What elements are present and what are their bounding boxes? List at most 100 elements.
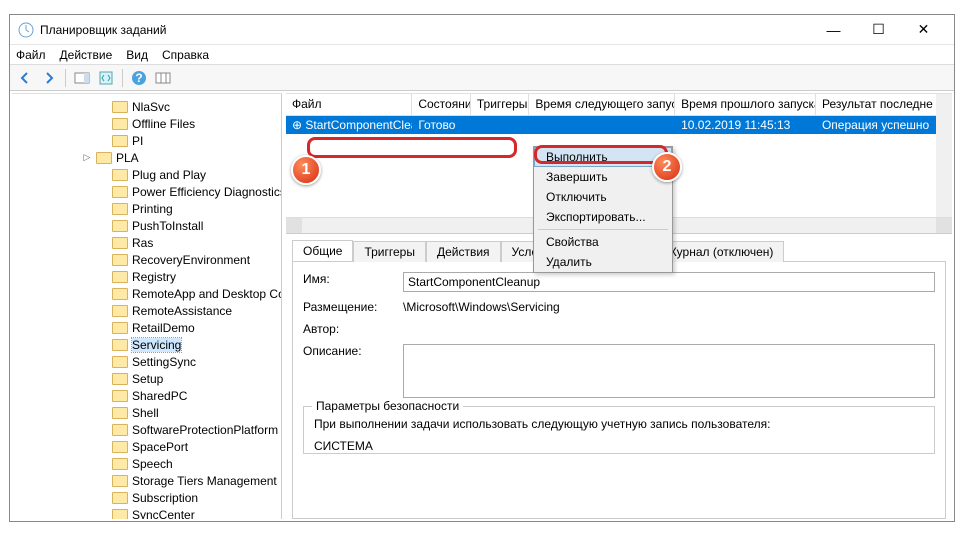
tree-item[interactable]: Printing <box>12 200 281 217</box>
column-header[interactable]: Файл <box>286 94 412 115</box>
tree-item[interactable]: Shell <box>12 404 281 421</box>
column-header[interactable]: Время прошлого запуска <box>675 94 816 115</box>
tree-item[interactable]: Speech <box>12 455 281 472</box>
folder-icon <box>112 305 128 317</box>
folder-icon <box>112 475 128 487</box>
column-header[interactable]: Триггеры <box>471 94 530 115</box>
app-icon <box>18 22 34 38</box>
tree-item[interactable]: NlaSvc <box>12 98 281 115</box>
folder-icon <box>112 186 128 198</box>
description-label: Описание: <box>303 344 403 358</box>
tree-item[interactable]: RetailDemo <box>12 319 281 336</box>
tab[interactable]: Общие <box>292 240 353 261</box>
tab[interactable]: Журнал (отключен) <box>655 241 785 262</box>
folder-icon <box>112 356 128 368</box>
tree-item[interactable]: Power Efficiency Diagnostics <box>12 183 281 200</box>
folder-icon <box>112 101 128 113</box>
tree-item[interactable]: Offline Files <box>12 115 281 132</box>
tree-item[interactable]: SharedPC <box>12 387 281 404</box>
folder-icon <box>112 237 128 249</box>
tree-item[interactable]: Ras <box>12 234 281 251</box>
column-header[interactable]: Результат последне <box>816 94 952 115</box>
security-group: Параметры безопасности При выполнении за… <box>303 406 935 454</box>
help-button[interactable]: ? <box>128 67 150 89</box>
folder-icon <box>112 203 128 215</box>
menu-bar: Файл Действие Вид Справка <box>10 45 954 65</box>
context-menu-item[interactable]: Экспортировать... <box>534 207 672 227</box>
security-legend: Параметры безопасности <box>312 399 463 413</box>
tree-item[interactable]: RemoteApp and Desktop Connections <box>12 285 281 302</box>
tree-item[interactable]: Subscription <box>12 489 281 506</box>
context-menu-item[interactable]: Завершить <box>534 167 672 187</box>
nav-back-button[interactable] <box>14 67 36 89</box>
menu-view[interactable]: Вид <box>126 48 148 62</box>
name-field[interactable]: StartComponentCleanup <box>403 272 935 292</box>
context-menu-item[interactable]: Свойства <box>534 232 672 252</box>
folder-icon <box>112 424 128 436</box>
folder-icon <box>112 271 128 283</box>
tree-item[interactable]: SpacePort <box>12 438 281 455</box>
folder-icon <box>96 152 112 164</box>
folder-icon <box>112 118 128 130</box>
folder-icon <box>112 169 128 181</box>
tree-item[interactable]: RemoteAssistance <box>12 302 281 319</box>
window-title: Планировщик заданий <box>40 23 811 37</box>
nav-forward-button[interactable] <box>38 67 60 89</box>
folder-icon <box>112 509 128 520</box>
tab-general: Имя: StartComponentCleanup Размещение: \… <box>292 261 946 519</box>
badge-2: 2 <box>652 152 682 182</box>
tree-item[interactable]: RecoveryEnvironment <box>12 251 281 268</box>
menu-file[interactable]: Файл <box>16 48 46 62</box>
tree-item[interactable]: PushToInstall <box>12 217 281 234</box>
folder-icon <box>112 322 128 334</box>
context-menu-item[interactable]: Отключить <box>534 187 672 207</box>
close-button[interactable]: ✕ <box>901 16 946 44</box>
author-label: Автор: <box>303 322 403 336</box>
menu-action[interactable]: Действие <box>60 48 113 62</box>
tree-item[interactable]: Registry <box>12 268 281 285</box>
tab[interactable]: Триггеры <box>353 241 426 262</box>
tree-pane[interactable]: NlaSvcOffline FilesPI▷PLAPlug and PlayPo… <box>12 93 282 519</box>
tab[interactable]: Действия <box>426 241 501 262</box>
badge-1: 1 <box>291 155 321 185</box>
context-menu-item[interactable]: Удалить <box>534 252 672 272</box>
tree-item[interactable]: Storage Tiers Management <box>12 472 281 489</box>
folder-icon <box>112 339 128 351</box>
refresh-button[interactable] <box>95 67 117 89</box>
folder-icon <box>112 135 128 147</box>
folder-icon <box>112 458 128 470</box>
description-field[interactable] <box>403 344 935 398</box>
minimize-button[interactable]: — <box>811 16 856 44</box>
folder-icon <box>112 254 128 266</box>
folder-icon <box>112 390 128 402</box>
title-bar: Планировщик заданий — ☐ ✕ <box>10 15 954 45</box>
maximize-button[interactable]: ☐ <box>856 16 901 44</box>
action-pane-button[interactable] <box>71 67 93 89</box>
folder-icon <box>112 288 128 300</box>
security-account: СИСТЕМА <box>314 439 924 453</box>
column-header[interactable]: Время следующего запуска <box>529 94 675 115</box>
location-value: \Microsoft\Windows\Servicing <box>403 300 935 314</box>
tree-item[interactable]: Plug and Play <box>12 166 281 183</box>
tree-item[interactable]: SettingSync <box>12 353 281 370</box>
tree-item[interactable]: ▷PLA <box>12 149 281 166</box>
vertical-scrollbar[interactable] <box>936 94 952 217</box>
name-label: Имя: <box>303 272 403 286</box>
tree-item[interactable]: SoftwareProtectionPlatform <box>12 421 281 438</box>
column-header[interactable]: Состояние <box>412 94 471 115</box>
tree-item[interactable]: Setup <box>12 370 281 387</box>
folder-icon <box>112 373 128 385</box>
task-row[interactable]: ⊕ StartComponentCleanupГотово10.02.2019 … <box>286 116 952 134</box>
folder-icon <box>112 220 128 232</box>
svg-text:?: ? <box>135 71 142 85</box>
menu-help[interactable]: Справка <box>162 48 209 62</box>
tree-item[interactable]: PI <box>12 132 281 149</box>
folder-icon <box>112 407 128 419</box>
columns-button[interactable] <box>152 67 174 89</box>
tree-item[interactable]: Servicing <box>12 336 281 353</box>
tree-item[interactable]: SyncCenter <box>12 506 281 519</box>
toolbar: ? <box>10 65 954 91</box>
folder-icon <box>112 441 128 453</box>
folder-icon <box>112 492 128 504</box>
location-label: Размещение: <box>303 300 403 314</box>
